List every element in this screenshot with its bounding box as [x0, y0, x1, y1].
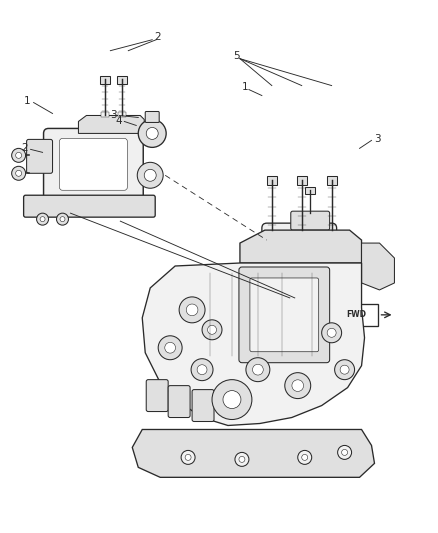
- Text: 2: 2: [154, 32, 160, 42]
- FancyBboxPatch shape: [239, 267, 330, 362]
- FancyBboxPatch shape: [327, 176, 337, 185]
- Circle shape: [158, 336, 182, 360]
- Circle shape: [165, 342, 176, 353]
- Circle shape: [37, 213, 49, 225]
- Circle shape: [12, 166, 25, 180]
- Circle shape: [181, 450, 195, 464]
- FancyBboxPatch shape: [43, 128, 143, 206]
- Circle shape: [185, 455, 191, 461]
- Circle shape: [298, 450, 312, 464]
- FancyBboxPatch shape: [277, 242, 328, 278]
- FancyBboxPatch shape: [24, 195, 155, 217]
- Circle shape: [60, 216, 65, 222]
- Circle shape: [342, 449, 348, 455]
- Circle shape: [12, 148, 25, 163]
- Circle shape: [338, 446, 352, 459]
- Text: 3: 3: [374, 134, 381, 144]
- Circle shape: [327, 328, 336, 337]
- FancyBboxPatch shape: [100, 76, 110, 84]
- Polygon shape: [132, 430, 374, 478]
- FancyBboxPatch shape: [118, 112, 126, 117]
- Text: 1: 1: [242, 82, 248, 92]
- Circle shape: [261, 249, 279, 267]
- FancyBboxPatch shape: [262, 223, 337, 295]
- Circle shape: [292, 380, 304, 391]
- Circle shape: [186, 304, 198, 316]
- Circle shape: [335, 360, 355, 379]
- Polygon shape: [361, 243, 395, 290]
- FancyBboxPatch shape: [192, 390, 214, 422]
- Circle shape: [16, 152, 21, 158]
- Circle shape: [302, 455, 308, 461]
- FancyBboxPatch shape: [168, 385, 190, 417]
- FancyBboxPatch shape: [305, 187, 314, 194]
- Circle shape: [332, 258, 348, 274]
- Text: 4: 4: [115, 117, 122, 126]
- Circle shape: [285, 373, 311, 399]
- FancyBboxPatch shape: [250, 278, 319, 352]
- Circle shape: [321, 323, 342, 343]
- Polygon shape: [240, 230, 361, 263]
- Circle shape: [318, 293, 324, 298]
- Circle shape: [146, 127, 158, 140]
- Circle shape: [300, 293, 306, 298]
- Circle shape: [197, 365, 207, 375]
- Circle shape: [208, 325, 216, 334]
- Circle shape: [235, 453, 249, 466]
- Text: 5: 5: [233, 51, 240, 61]
- FancyBboxPatch shape: [337, 304, 378, 326]
- Circle shape: [340, 365, 349, 374]
- Text: 2: 2: [21, 143, 28, 154]
- Circle shape: [212, 379, 252, 419]
- Circle shape: [239, 456, 245, 462]
- Circle shape: [16, 171, 21, 176]
- Circle shape: [314, 289, 327, 302]
- Circle shape: [144, 169, 156, 181]
- Circle shape: [202, 320, 222, 340]
- Circle shape: [57, 213, 68, 225]
- Circle shape: [252, 364, 263, 375]
- FancyBboxPatch shape: [60, 139, 127, 190]
- FancyBboxPatch shape: [117, 76, 127, 84]
- FancyBboxPatch shape: [27, 140, 53, 173]
- Text: 3: 3: [110, 110, 117, 120]
- FancyBboxPatch shape: [146, 379, 168, 411]
- Circle shape: [296, 289, 309, 302]
- Circle shape: [179, 297, 205, 323]
- FancyBboxPatch shape: [145, 111, 159, 123]
- Circle shape: [191, 359, 213, 381]
- Circle shape: [40, 216, 45, 222]
- Polygon shape: [78, 116, 144, 133]
- Polygon shape: [142, 263, 364, 425]
- Circle shape: [246, 358, 270, 382]
- Circle shape: [282, 293, 288, 298]
- Circle shape: [223, 391, 241, 409]
- Text: 1: 1: [24, 95, 31, 106]
- Circle shape: [138, 119, 166, 148]
- Circle shape: [137, 163, 163, 188]
- FancyBboxPatch shape: [267, 176, 277, 185]
- FancyBboxPatch shape: [297, 176, 307, 185]
- FancyBboxPatch shape: [291, 211, 330, 230]
- FancyBboxPatch shape: [101, 112, 110, 117]
- Circle shape: [278, 289, 291, 302]
- Text: FWD: FWD: [346, 310, 367, 319]
